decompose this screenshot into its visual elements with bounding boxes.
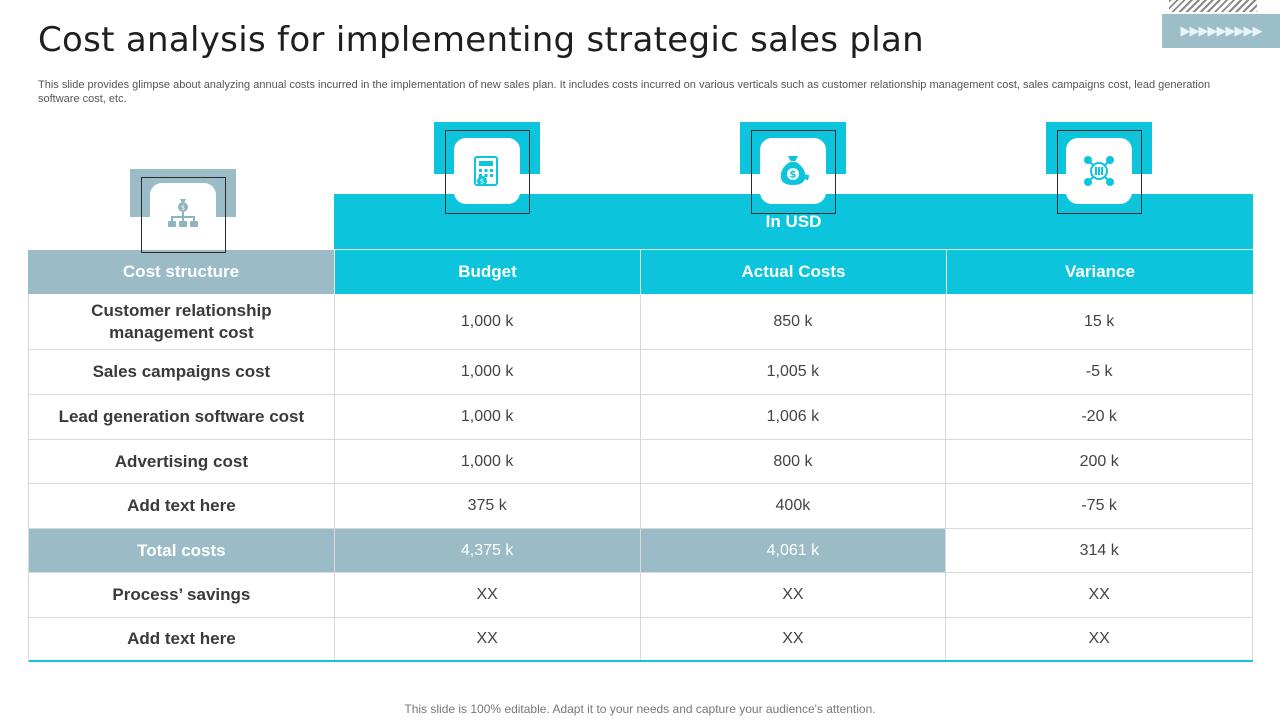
variance-value: 200 k xyxy=(946,440,1254,483)
header-actual-costs: Actual Costs xyxy=(640,250,946,294)
budget-value: 1,000 k xyxy=(335,294,641,349)
total-row: Total costs 4,375 k 4,061 k 314 k xyxy=(29,529,1254,573)
variance-value: -75 k xyxy=(946,484,1254,528)
budget-value: 1,000 k xyxy=(335,350,641,394)
actual-value: XX xyxy=(641,618,947,660)
svg-text:$: $ xyxy=(181,205,185,212)
budget-value: XX xyxy=(335,573,641,617)
table-row: Lead generation software cost 1,000 k 1,… xyxy=(29,395,1254,440)
actual-value: 850 k xyxy=(641,294,947,349)
row-label: Add text here xyxy=(29,618,335,660)
header-budget: Budget xyxy=(334,250,640,294)
actual-value: 1,005 k xyxy=(641,350,947,394)
variance-value: 314 k xyxy=(946,529,1254,572)
table-row: Customer relationship management cost 1,… xyxy=(29,294,1254,350)
header-cost-structure: Cost structure xyxy=(28,250,334,294)
row-label: Advertising cost xyxy=(29,440,335,483)
network-nodes-icon xyxy=(1066,138,1132,204)
actual-value: 800 k xyxy=(641,440,947,483)
variance-value: -5 k xyxy=(946,350,1254,394)
actual-value: 400k xyxy=(641,484,947,528)
footer-note: This slide is 100% editable. Adapt it to… xyxy=(404,702,876,716)
actual-value: XX xyxy=(641,573,947,617)
variance-value: 15 k xyxy=(946,294,1254,349)
row-label: Lead generation software cost xyxy=(29,395,335,439)
table-row: Process’ savings XX XX XX xyxy=(29,573,1254,618)
page-title: Cost analysis for implementing strategic… xyxy=(38,20,925,60)
svg-text:$: $ xyxy=(480,178,484,186)
budget-value: 1,000 k xyxy=(335,395,641,439)
budget-value: 1,000 k xyxy=(335,440,641,483)
budget-value: 375 k xyxy=(335,484,641,528)
row-label: Sales campaigns cost xyxy=(29,350,335,394)
variance-value: XX xyxy=(946,573,1254,617)
header-variance: Variance xyxy=(946,250,1253,294)
actual-value: 1,006 k xyxy=(641,395,947,439)
row-label: Total costs xyxy=(29,529,335,572)
money-bag-icon: $ xyxy=(760,138,826,204)
table-row: Add text here XX XX XX xyxy=(29,618,1254,662)
row-label: Customer relationship management cost xyxy=(29,294,335,349)
budget-value: 4,375 k xyxy=(334,529,641,572)
table-row: Sales campaigns cost 1,000 k 1,005 k -5 … xyxy=(29,350,1254,395)
page-description: This slide provides glimpse about analyz… xyxy=(38,79,1211,105)
table-header-row: Cost structure Budget Actual Costs Varia… xyxy=(28,250,1253,294)
variance-value: XX xyxy=(946,618,1254,660)
table-body: Customer relationship management cost 1,… xyxy=(28,294,1254,662)
calculator-document-icon: $ xyxy=(454,138,520,204)
arrow-decoration: ▶▶▶▶▶▶▶▶▶ xyxy=(1162,14,1280,48)
hatch-decoration xyxy=(1169,0,1257,12)
row-label: Add text here xyxy=(29,484,335,528)
table-row: Advertising cost 1,000 k 800 k 200 k xyxy=(29,440,1254,484)
org-chart-money-bag-icon: $ xyxy=(150,183,216,245)
actual-value: 4,061 k xyxy=(640,529,947,572)
row-label: Process’ savings xyxy=(29,573,335,617)
budget-value: XX xyxy=(335,618,641,660)
variance-value: -20 k xyxy=(946,395,1254,439)
table-row: Add text here 375 k 400k -75 k xyxy=(29,484,1254,529)
svg-text:$: $ xyxy=(790,170,797,181)
